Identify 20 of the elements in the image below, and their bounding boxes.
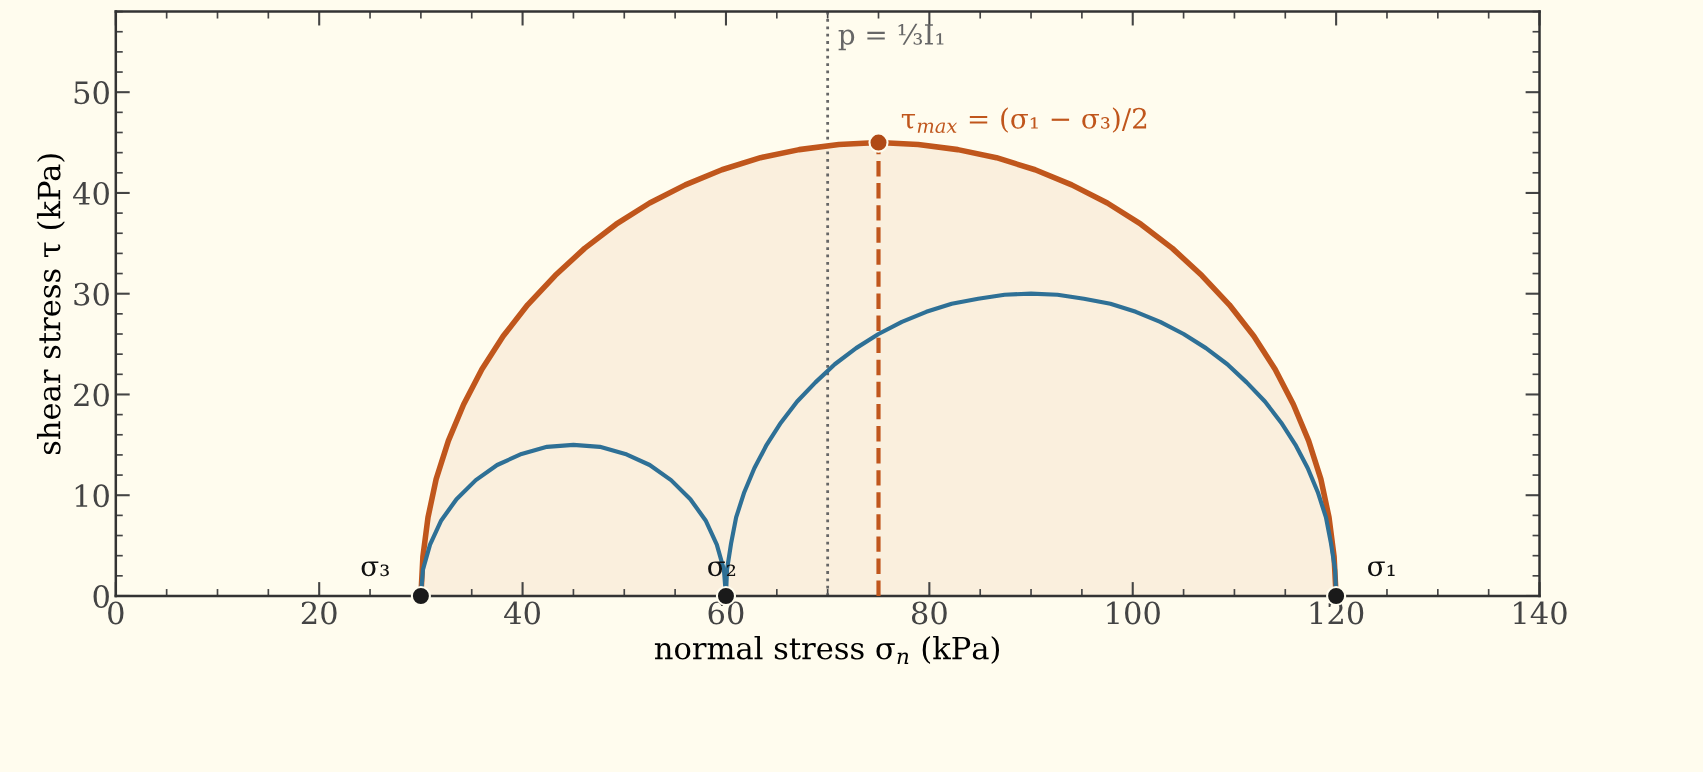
y-axis-title: shear stress τ (kPa) <box>36 154 65 455</box>
x-tick-label: 60 <box>708 601 744 625</box>
annotation: σ₃ <box>361 561 389 577</box>
annotation: τ$_{max}$ = (σ₁ − σ₃)/2 <box>901 107 1147 134</box>
y-tick-label: 50 <box>74 81 109 105</box>
ref-line-label: p = ⅓I₁ <box>838 23 944 51</box>
x-tick-label: 20 <box>301 601 337 625</box>
x-tick-label: 120 <box>1310 601 1364 625</box>
x-tick-label: 140 <box>1514 601 1567 625</box>
x-axis-title: normal stress σ$_{n}$ (kPa) <box>654 635 1000 664</box>
y-tick-label: 10 <box>75 484 109 508</box>
x-tick-label: 0 <box>108 601 124 625</box>
y-tick-label: 0 <box>93 584 109 609</box>
x-tick-label: 40 <box>504 601 540 625</box>
annotation: σ₁ <box>1368 561 1395 577</box>
y-tick-label: 30 <box>74 282 109 306</box>
y-tick-label: 40 <box>73 181 109 205</box>
y-tick-label: 20 <box>74 383 109 407</box>
x-tick-label: 80 <box>911 601 947 625</box>
x-tick-label: 100 <box>1107 601 1160 625</box>
